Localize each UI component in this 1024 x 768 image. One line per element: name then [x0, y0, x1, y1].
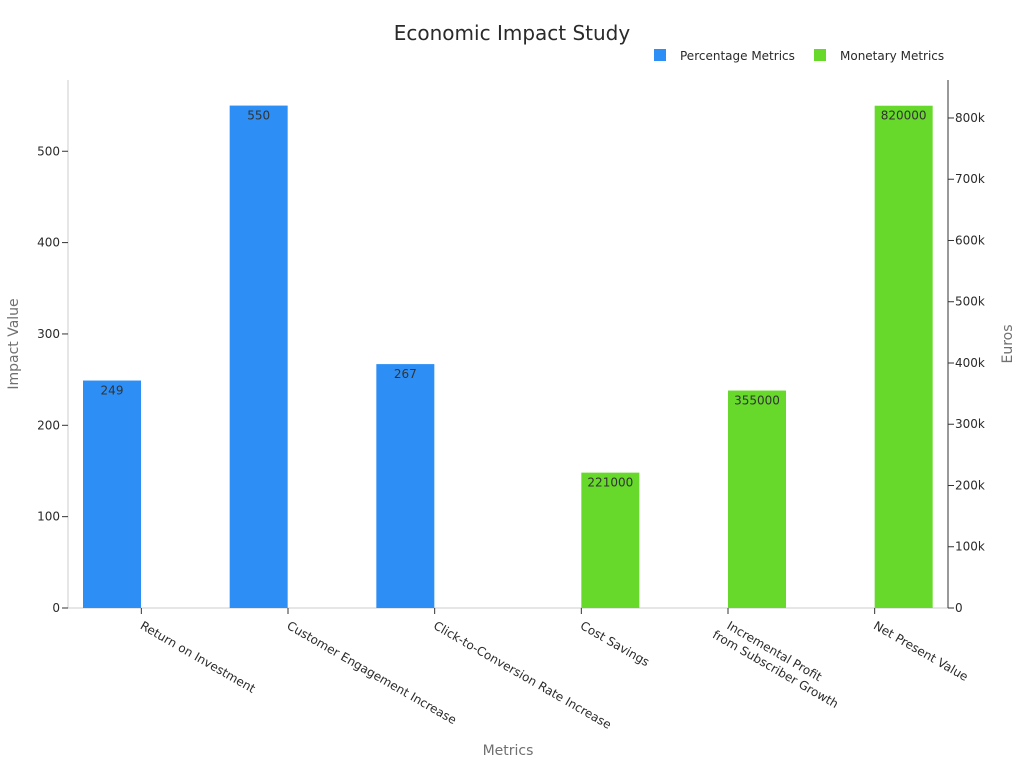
x-tick-label: Net Present Value — [871, 618, 970, 683]
x-tick-label-line: Return on Investment — [138, 618, 258, 695]
data-label: 249 — [101, 384, 124, 398]
bar — [376, 364, 435, 608]
y-tick-label: 0 — [52, 601, 60, 615]
y2-tick-label: 700k — [955, 172, 985, 186]
y2-tick-label: 0 — [955, 601, 963, 615]
y-tick-label: 200 — [37, 418, 60, 432]
x-tick-label-line: Customer Engagement Increase — [285, 618, 459, 727]
chart-title: Economic Impact Study — [394, 21, 631, 45]
data-label: 221000 — [587, 476, 633, 490]
y2-tick-label: 800k — [955, 111, 985, 125]
x-axis-title: Metrics — [483, 743, 534, 759]
bar — [728, 390, 786, 608]
y-tick-label: 500 — [37, 144, 60, 158]
legend: Percentage Metrics Monetary Metrics — [654, 49, 944, 63]
legend-swatch — [814, 49, 826, 61]
legend-swatch — [654, 49, 666, 61]
y2-tick-label: 600k — [955, 233, 985, 247]
y2-tick-label: 300k — [955, 417, 985, 431]
x-tick-label: Cost Savings — [578, 618, 652, 669]
data-label: 355000 — [734, 394, 780, 408]
data-label: 267 — [394, 367, 417, 381]
y2-tick-label: 100k — [955, 540, 985, 554]
bar — [874, 105, 933, 608]
data-label: 820000 — [881, 109, 927, 123]
bars: 249 550 267 221000 355000 820000 — [83, 105, 933, 609]
x-tick-label-line: Cost Savings — [578, 618, 652, 669]
y-tick-label: 300 — [37, 327, 60, 341]
y2-tick-label: 500k — [955, 295, 985, 309]
data-label: 550 — [247, 109, 270, 123]
y-axis-title: Impact Value — [6, 298, 22, 389]
y-tick-label: 100 — [37, 510, 60, 524]
axes: 0 100 200 300 400 500 0 100k 200k 300k 400k 500k 600… — [37, 80, 985, 732]
y2-tick-label: 200k — [955, 478, 985, 492]
x-tick-label: Customer Engagement Increase — [285, 618, 459, 727]
y2-tick-label: 400k — [955, 356, 985, 370]
bar — [229, 105, 288, 609]
bar — [581, 472, 640, 608]
y-tick-label: 400 — [37, 236, 60, 250]
y2-axis-title: Euros — [1000, 324, 1016, 363]
legend-label: Percentage Metrics — [680, 49, 795, 63]
x-tick-label: Return on Investment — [138, 618, 258, 695]
bar — [83, 380, 141, 608]
legend-label: Monetary Metrics — [840, 49, 944, 63]
x-tick-label-line: Net Present Value — [871, 618, 970, 683]
